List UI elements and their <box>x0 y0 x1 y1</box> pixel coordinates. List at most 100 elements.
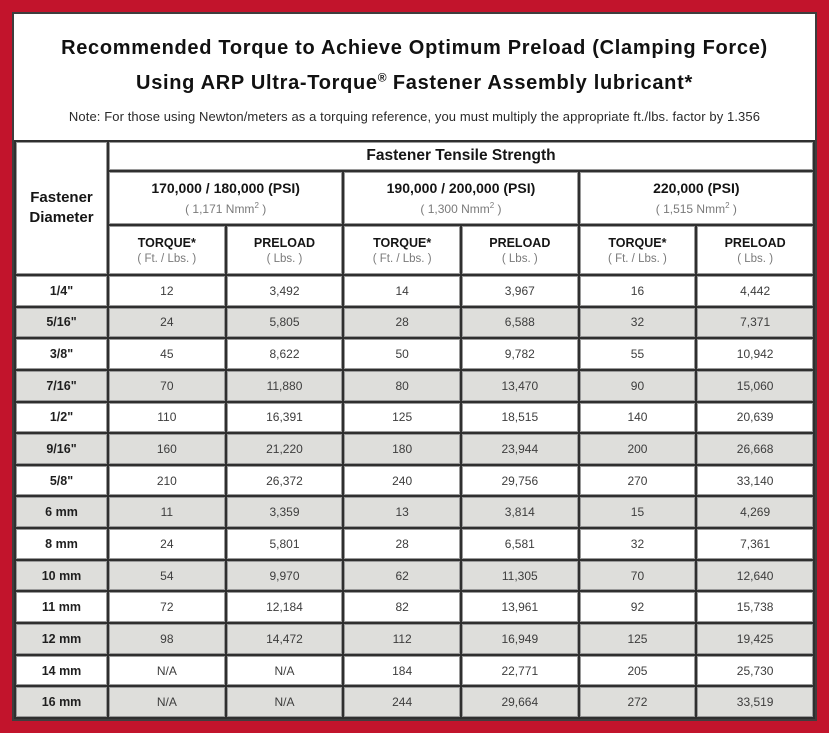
torque-value-cell: N/A <box>109 687 225 717</box>
torque-value-cell: 45 <box>109 339 225 369</box>
diameter-cell: 12 mm <box>16 624 107 654</box>
diameter-cell: 8 mm <box>16 529 107 559</box>
torque-label: TORQUE* <box>373 235 432 250</box>
psi-rating: 170,000 / 180,000 (PSI) <box>151 180 300 196</box>
preload-value-cell: 7,371 <box>697 307 813 338</box>
torque-value-cell: 70 <box>109 370 225 401</box>
group-header-row: Fastener Diameter Fastener Tensile Streng… <box>16 142 813 274</box>
torque-value-cell: 92 <box>579 592 696 623</box>
torque-value-cell: 24 <box>109 529 225 559</box>
torque-value-cell: 184 <box>344 655 460 686</box>
preload-value-cell: 26,372 <box>226 465 343 496</box>
diameter-cell: 3/8" <box>16 339 107 369</box>
torque-value-cell: 12 <box>109 276 225 306</box>
table-row: 9/16" 160 21,220 180 23,944 200 26,668 <box>16 434 813 464</box>
preload-value-cell: 13,470 <box>461 370 578 401</box>
preload-value-cell: 26,668 <box>697 434 813 464</box>
preload-value-cell: 11,305 <box>461 560 578 591</box>
torque-value-cell: 90 <box>579 370 696 401</box>
preload-value-cell: 3,359 <box>226 497 343 528</box>
torque-unit: ( Ft. / Lbs. ) <box>137 252 197 265</box>
psi-rating: 220,000 (PSI) <box>653 180 740 196</box>
torque-column-header: TORQUE* ( Ft. / Lbs. ) <box>579 226 696 274</box>
preload-column-header: PRELOAD ( Lbs. ) <box>226 226 343 274</box>
torque-label: TORQUE* <box>608 235 667 250</box>
torque-value-cell: 98 <box>109 624 225 654</box>
strength-group-cell: 190,000 / 200,000 (PSI) ( 1,300 Nmm2 ) <box>344 172 578 224</box>
preload-value-cell: 16,949 <box>461 624 578 654</box>
torque-value-cell: N/A <box>109 655 225 686</box>
torque-value-cell: 140 <box>579 402 696 433</box>
table-row: 3/8" 45 8,622 50 9,782 55 10,942 <box>16 339 813 369</box>
torque-value-cell: 200 <box>579 434 696 464</box>
preload-value-cell: 29,756 <box>461 465 578 496</box>
torque-value-cell: 15 <box>579 497 696 528</box>
torque-value-cell: 16 <box>579 276 696 306</box>
torque-value-cell: 112 <box>344 624 460 654</box>
preload-unit: ( Lbs. ) <box>501 252 538 265</box>
preload-value-cell: 8,622 <box>226 339 343 369</box>
torque-value-cell: 180 <box>344 434 460 464</box>
nmm-rating: ( 1,300 Nmm2 ) <box>420 201 502 216</box>
diameter-cell: 11 mm <box>16 592 107 623</box>
preload-value-cell: 33,519 <box>697 687 813 717</box>
torque-value-cell: 244 <box>344 687 460 717</box>
preload-label: PRELOAD <box>724 235 786 250</box>
preload-value-cell: 6,588 <box>461 307 578 338</box>
psi-rating-row: 170,000 / 180,000 (PSI) ( 1,171 Nmm2 ) 190… <box>16 172 813 224</box>
diameter-cell: 7/16" <box>16 370 107 401</box>
psi-rating: 190,000 / 200,000 (PSI) <box>386 180 536 196</box>
table-row: 6 mm 11 3,359 13 3,814 15 4,269 <box>16 497 813 528</box>
preload-value-cell: 9,970 <box>226 560 343 591</box>
diameter-cell: 9/16" <box>16 434 107 464</box>
page-title: Recommended Torque to Achieve Optimum Pr… <box>14 34 815 98</box>
preload-value-cell: 21,220 <box>226 434 343 464</box>
fastener-diameter-header: Fastener Diameter <box>16 142 107 274</box>
preload-value-cell: 13,961 <box>461 592 578 623</box>
torque-value-cell: 210 <box>109 465 225 496</box>
torque-value-cell: 28 <box>344 529 460 559</box>
preload-value-cell: 15,738 <box>697 592 813 623</box>
torque-column-header: TORQUE* ( Ft. / Lbs. ) <box>109 226 225 274</box>
preload-value-cell: 4,269 <box>697 497 813 528</box>
preload-label: PRELOAD <box>489 235 551 250</box>
preload-value-cell: 20,639 <box>697 402 813 433</box>
preload-value-cell: 5,805 <box>226 307 343 338</box>
preload-value-cell: 5,801 <box>226 529 343 559</box>
torque-value-cell: 50 <box>344 339 460 369</box>
strength-group-cell: 220,000 (PSI) ( 1,515 Nmm2 ) <box>579 172 813 224</box>
torque-value-cell: 240 <box>344 465 460 496</box>
preload-value-cell: 10,942 <box>697 339 813 369</box>
torque-value-cell: 62 <box>344 560 460 591</box>
torque-value-cell: 32 <box>579 529 696 559</box>
column-header-row: TORQUE* ( Ft. / Lbs. ) PRELOAD ( Lbs. ) TORQ… <box>16 226 813 274</box>
preload-value-cell: 25,730 <box>697 655 813 686</box>
table-row: 11 mm 72 12,184 82 13,961 92 15,738 <box>16 592 813 623</box>
torque-value-cell: 270 <box>579 465 696 496</box>
preload-value-cell: 14,472 <box>226 624 343 654</box>
diameter-cell: 14 mm <box>16 655 107 686</box>
preload-value-cell: 33,140 <box>697 465 813 496</box>
torque-value-cell: 28 <box>344 307 460 338</box>
torque-column-header: TORQUE* ( Ft. / Lbs. ) <box>344 226 460 274</box>
preload-value-cell: 23,944 <box>461 434 578 464</box>
preload-value-cell: N/A <box>226 655 343 686</box>
torque-value-cell: 13 <box>344 497 460 528</box>
table-row: 7/16" 70 11,880 80 13,470 90 15,060 <box>16 370 813 401</box>
torque-value-cell: 80 <box>344 370 460 401</box>
table-row: 14 mm N/A N/A 184 22,771 205 25,730 <box>16 655 813 686</box>
torque-value-cell: 70 <box>579 560 696 591</box>
torque-value-cell: 110 <box>109 402 225 433</box>
preload-value-cell: 3,492 <box>226 276 343 306</box>
preload-value-cell: 22,771 <box>461 655 578 686</box>
table-row: 5/16" 24 5,805 28 6,588 32 7,371 <box>16 307 813 338</box>
preload-value-cell: N/A <box>226 687 343 717</box>
torque-value-cell: 54 <box>109 560 225 591</box>
torque-value-cell: 160 <box>109 434 225 464</box>
preload-value-cell: 9,782 <box>461 339 578 369</box>
title-block: Recommended Torque to Achieve Optimum Pr… <box>14 14 815 140</box>
torque-value-cell: 205 <box>579 655 696 686</box>
preload-value-cell: 18,515 <box>461 402 578 433</box>
diameter-cell: 16 mm <box>16 687 107 717</box>
strength-group-cell: 170,000 / 180,000 (PSI) ( 1,171 Nmm2 ) <box>109 172 343 224</box>
